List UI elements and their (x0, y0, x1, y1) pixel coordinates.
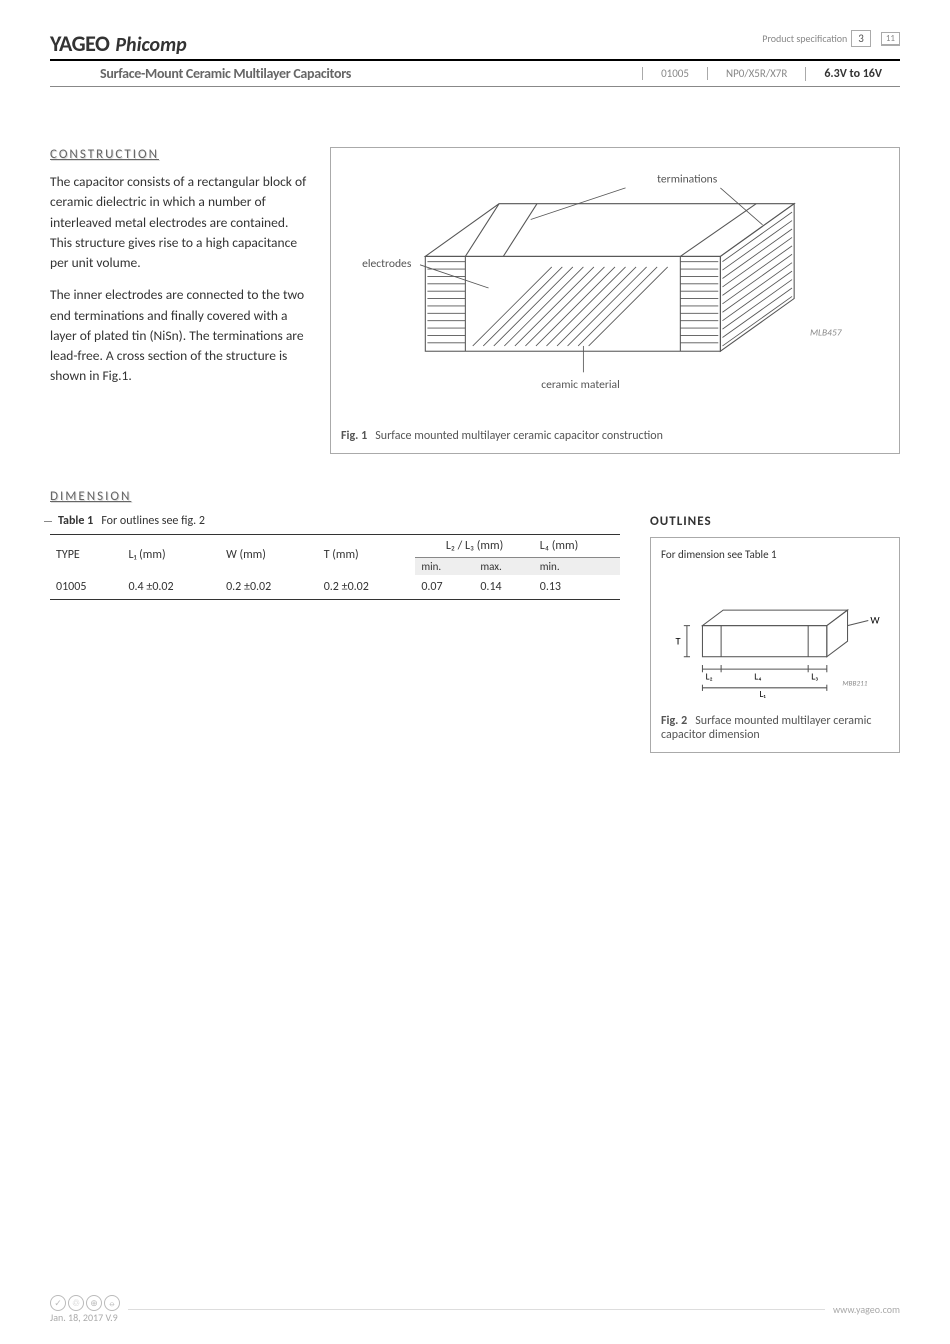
voltage-cell: 6.3V to 16V (805, 67, 900, 81)
spec-page-indicator: Product specification 3 11 (762, 30, 900, 47)
lbl-L4: L₄ (754, 671, 761, 683)
cert-icon: ⦵ (104, 1295, 120, 1311)
fig2-box: For dimension see Table 1 T (650, 537, 900, 753)
brand-phicomp: Phicomp (115, 33, 186, 57)
label-ref1: MLB457 (810, 326, 843, 338)
dimension-table: TYPE L₁ (mm) W (mm) T (mm) L₂ / L₃ (mm) … (50, 534, 620, 600)
cell-type: 01005 (50, 575, 122, 600)
col-l4: L₄ (mm) (534, 535, 620, 558)
doc-title: Surface-Mount Ceramic Multilayer Capacit… (50, 65, 642, 82)
fig1-label: Fig. 1 (341, 429, 367, 443)
cert-icon: ✓ (50, 1295, 66, 1311)
col-l1: L₁ (mm) (122, 535, 220, 576)
footer-icons: ✓ ♲ ⊕ ⦵ (50, 1295, 120, 1311)
label-terminations: terminations (657, 173, 718, 187)
fig2-label: Fig. 2 (661, 714, 687, 728)
outline-dimension-svg: T W L₂ L₄ L₃ L₁ (661, 571, 889, 701)
construction-heading: CONSTRUCTION (50, 147, 310, 162)
fig2-text: Surface mounted multilayer ceramic capac… (661, 714, 871, 742)
subheader-cells: 01005 NP0/X5R/X7R 6.3V to 16V (642, 67, 900, 81)
construction-section: CONSTRUCTION The capacitor consists of a… (50, 147, 900, 454)
construction-body: The capacitor consists of a rectangular … (50, 172, 310, 387)
cell-w: 0.2 ±0.02 (220, 575, 318, 600)
col-w: W (mm) (220, 535, 318, 576)
dimension-section: DIMENSION Table 1 For outlines see fig. … (50, 489, 900, 753)
col-l23: L₂ / L₃ (mm) (415, 535, 533, 558)
page-footer: ✓ ♲ ⊕ ⦵ Jan. 18, 2017 V.9 www.yageo.com (50, 1295, 900, 1324)
col-l23-min: min. (415, 558, 474, 576)
lbl-ref2: MBB211 (842, 679, 867, 688)
footer-left: ✓ ♲ ⊕ ⦵ Jan. 18, 2017 V.9 (50, 1295, 120, 1324)
table1-title: Table 1 For outlines see fig. 2 (50, 514, 620, 528)
lbl-L1: L₁ (759, 688, 766, 700)
spec-label: Product specification (762, 32, 847, 45)
page-total-box: 11 (881, 32, 900, 46)
footer-divider (128, 1309, 825, 1310)
fig1-box: terminations electrodes ceramic material… (330, 147, 900, 454)
col-l4-min: min. (534, 558, 620, 576)
footer-url: www.yageo.com (833, 1303, 900, 1316)
cell-l23min: 0.07 (415, 575, 474, 600)
footer-date: Jan. 18, 2017 V.9 (50, 1311, 120, 1324)
col-l23-max: max. (474, 558, 533, 576)
cell-t: 0.2 ±0.02 (318, 575, 416, 600)
construction-para2: The inner electrodes are connected to th… (50, 285, 310, 386)
construction-para1: The capacitor consists of a rectangular … (50, 172, 310, 273)
cell-l23max: 0.14 (474, 575, 533, 600)
lbl-L3: L₃ (811, 671, 818, 683)
brand-yageo: YAGEO (50, 30, 109, 57)
cert-icon: ♲ (68, 1295, 84, 1311)
fig2-caption: Fig. 2 Surface mounted multilayer cerami… (661, 714, 889, 742)
table-row: 01005 0.4 ±0.02 0.2 ±0.02 0.2 ±0.02 0.07… (50, 575, 620, 600)
dielectric-cell: NP0/X5R/X7R (707, 67, 805, 80)
lbl-T: T (676, 634, 681, 647)
cell-l4min: 0.13 (534, 575, 620, 600)
capacitor-construction-svg: terminations electrodes ceramic material… (341, 158, 889, 418)
cell-l1: 0.4 ±0.02 (122, 575, 220, 600)
subheader: Surface-Mount Ceramic Multilayer Capacit… (50, 61, 900, 87)
col-type: TYPE (50, 535, 122, 576)
fig1-caption: Fig. 1 Surface mounted multilayer cerami… (341, 429, 889, 443)
outlines-column: OUTLINES For dimension see Table 1 T (650, 514, 900, 753)
code-cell: 01005 (642, 67, 707, 80)
dimension-heading: DIMENSION (50, 489, 900, 504)
page-current: 3 (851, 30, 871, 47)
fig1-text: Surface mounted multilayer ceramic capac… (375, 429, 663, 443)
table1-title-text: For outlines see fig. 2 (101, 514, 205, 528)
cert-icon: ⊕ (86, 1295, 102, 1311)
label-electrodes: electrodes (362, 257, 412, 271)
outlines-note: For dimension see Table 1 (661, 548, 889, 561)
lbl-W: W (870, 614, 880, 627)
label-ceramic: ceramic material (541, 378, 620, 392)
table1-label: Table 1 (58, 514, 93, 528)
page-total: 11 (882, 33, 899, 45)
col-t: T (mm) (318, 535, 416, 576)
outlines-heading: OUTLINES (650, 514, 900, 529)
dimension-table-wrap: Table 1 For outlines see fig. 2 TYPE L₁ … (50, 514, 620, 600)
lbl-L2: L₂ (706, 671, 713, 683)
